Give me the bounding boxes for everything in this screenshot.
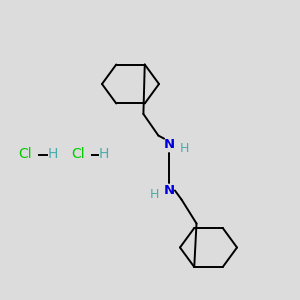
Text: N: N	[164, 184, 175, 197]
Text: H: H	[98, 148, 109, 161]
Text: N: N	[164, 137, 175, 151]
Text: H: H	[150, 188, 159, 202]
Text: Cl: Cl	[19, 148, 32, 161]
Text: Cl: Cl	[71, 148, 85, 161]
Text: H: H	[180, 142, 189, 155]
Text: H: H	[47, 148, 58, 161]
